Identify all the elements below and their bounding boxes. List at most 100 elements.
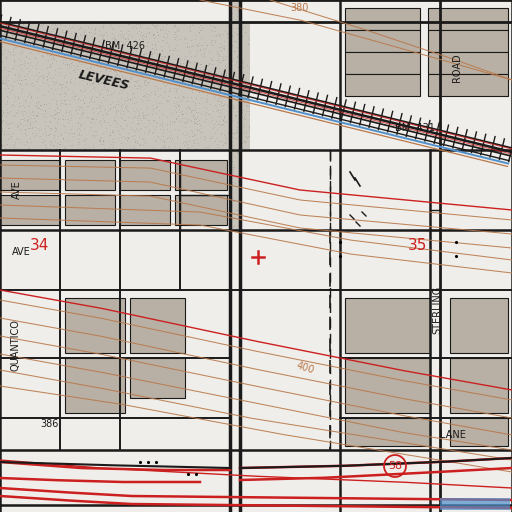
Point bbox=[334, 39, 343, 48]
Point bbox=[71, 337, 79, 345]
Bar bbox=[130, 358, 185, 398]
Point bbox=[83, 371, 92, 379]
Point bbox=[329, 159, 337, 167]
Point bbox=[132, 18, 140, 27]
Point bbox=[7, 401, 15, 409]
Point bbox=[41, 349, 50, 357]
Point bbox=[100, 253, 108, 262]
Point bbox=[474, 458, 482, 466]
Point bbox=[208, 414, 217, 422]
Point bbox=[237, 310, 245, 318]
Point bbox=[378, 146, 386, 154]
Point bbox=[458, 228, 466, 237]
Point bbox=[176, 382, 184, 390]
Point bbox=[183, 129, 191, 137]
Point bbox=[95, 27, 103, 35]
Point bbox=[486, 83, 494, 92]
Point bbox=[260, 20, 268, 29]
Point bbox=[61, 286, 69, 294]
Point bbox=[302, 325, 310, 333]
Point bbox=[294, 70, 303, 78]
Point bbox=[67, 378, 75, 387]
Point bbox=[257, 266, 265, 274]
Point bbox=[20, 408, 28, 416]
Point bbox=[0, 293, 7, 302]
Point bbox=[6, 143, 14, 151]
Point bbox=[498, 332, 506, 340]
Point bbox=[230, 476, 238, 484]
Point bbox=[199, 373, 207, 381]
Point bbox=[124, 35, 132, 44]
Point bbox=[52, 98, 60, 106]
Point bbox=[454, 282, 462, 290]
Point bbox=[491, 151, 499, 159]
Point bbox=[135, 502, 143, 510]
Point bbox=[224, 196, 232, 204]
Point bbox=[507, 473, 512, 481]
Point bbox=[254, 191, 262, 200]
Point bbox=[241, 216, 249, 224]
Point bbox=[467, 322, 475, 330]
Point bbox=[504, 418, 512, 426]
Point bbox=[216, 348, 224, 356]
Point bbox=[50, 462, 58, 470]
Point bbox=[18, 274, 26, 283]
Point bbox=[90, 166, 98, 174]
Point bbox=[460, 312, 468, 320]
Point bbox=[7, 253, 15, 262]
Point bbox=[274, 284, 282, 292]
Point bbox=[275, 70, 283, 78]
Point bbox=[265, 325, 273, 333]
Point bbox=[486, 424, 495, 432]
Point bbox=[63, 455, 72, 463]
Point bbox=[309, 183, 317, 191]
Point bbox=[182, 266, 190, 274]
Point bbox=[414, 418, 422, 426]
Point bbox=[381, 140, 389, 148]
Point bbox=[431, 462, 439, 470]
Point bbox=[82, 488, 91, 496]
Point bbox=[252, 247, 261, 255]
Point bbox=[61, 100, 70, 109]
Point bbox=[505, 283, 512, 291]
Point bbox=[464, 294, 472, 302]
Point bbox=[61, 100, 69, 108]
Point bbox=[361, 296, 370, 305]
Point bbox=[205, 429, 214, 437]
Point bbox=[394, 214, 402, 222]
Point bbox=[322, 322, 330, 330]
Point bbox=[113, 477, 121, 485]
Point bbox=[52, 214, 60, 222]
Point bbox=[359, 487, 367, 496]
Point bbox=[24, 144, 32, 153]
Point bbox=[286, 293, 294, 302]
Point bbox=[300, 36, 308, 45]
Point bbox=[208, 392, 216, 400]
Point bbox=[142, 342, 150, 350]
Point bbox=[315, 0, 323, 6]
Point bbox=[39, 424, 48, 432]
Point bbox=[316, 97, 325, 105]
Point bbox=[249, 370, 257, 378]
Point bbox=[369, 452, 377, 460]
Point bbox=[3, 505, 11, 512]
Point bbox=[25, 204, 33, 212]
Point bbox=[362, 91, 370, 99]
Point bbox=[359, 456, 368, 464]
Point bbox=[380, 240, 389, 248]
Point bbox=[221, 405, 229, 413]
Point bbox=[402, 110, 411, 118]
Point bbox=[470, 60, 478, 68]
Point bbox=[170, 357, 178, 366]
Point bbox=[67, 345, 75, 353]
Point bbox=[173, 0, 181, 6]
Point bbox=[19, 431, 27, 439]
Point bbox=[176, 76, 184, 84]
Point bbox=[367, 244, 375, 252]
Point bbox=[314, 351, 322, 359]
Point bbox=[254, 403, 262, 412]
Point bbox=[296, 283, 305, 291]
Point bbox=[439, 440, 447, 448]
Point bbox=[301, 319, 309, 328]
Point bbox=[442, 139, 450, 147]
